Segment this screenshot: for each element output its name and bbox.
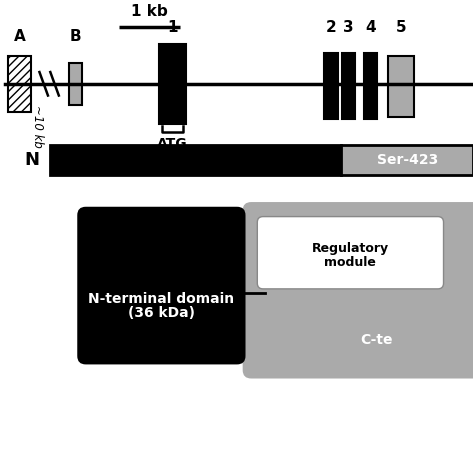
Bar [364, 53, 377, 119]
Bar [69, 63, 82, 105]
Text: N-terminal domain: N-terminal domain [88, 292, 235, 306]
Text: B: B [70, 29, 82, 44]
Text: A: A [14, 29, 26, 44]
FancyBboxPatch shape [77, 207, 246, 365]
Text: N: N [24, 151, 39, 169]
Text: 2: 2 [326, 19, 337, 35]
Text: Regulatory: Regulatory [312, 242, 389, 255]
FancyBboxPatch shape [257, 217, 444, 289]
Text: (36 kDa): (36 kDa) [128, 306, 195, 320]
Text: module: module [325, 255, 376, 269]
Bar [159, 44, 186, 124]
Text: Ser-423: Ser-423 [376, 153, 438, 167]
Bar [388, 55, 414, 117]
Bar [8, 55, 31, 112]
Text: 1 kb: 1 kb [131, 4, 168, 19]
Text: ~10 kb: ~10 kb [31, 105, 44, 148]
Bar [342, 53, 355, 119]
Text: C-te: C-te [360, 333, 392, 346]
Text: 4: 4 [365, 19, 375, 35]
Bar [341, 145, 474, 175]
FancyBboxPatch shape [243, 202, 474, 379]
Text: ATG: ATG [157, 137, 188, 151]
Bar [324, 53, 337, 119]
Text: 5: 5 [396, 19, 407, 35]
Bar [50, 145, 341, 175]
Text: 1: 1 [167, 19, 178, 35]
Text: 3: 3 [343, 19, 354, 35]
